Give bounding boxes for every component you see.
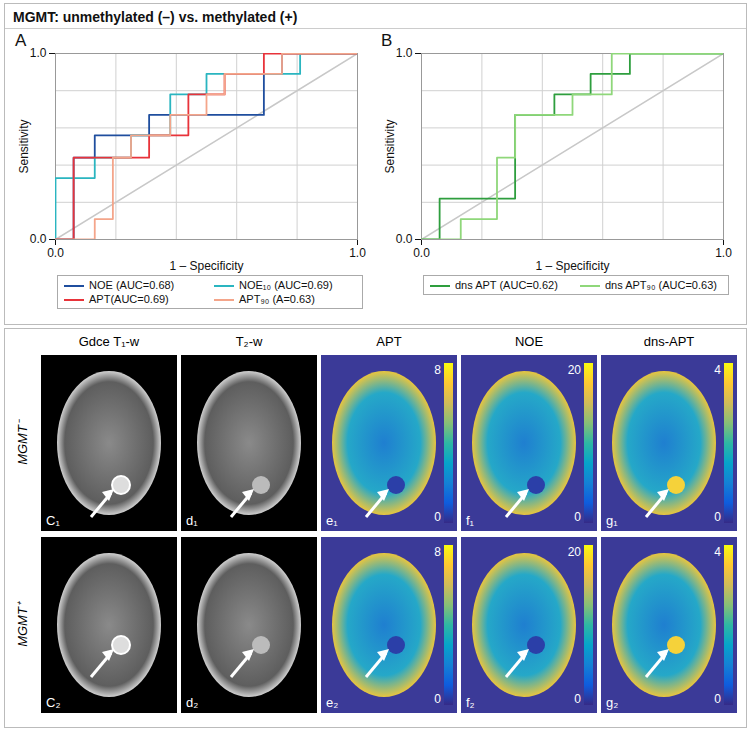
svg-text:1.0: 1.0	[349, 246, 366, 260]
svg-text:1.0: 1.0	[715, 246, 732, 260]
svg-text:g₂: g₂	[606, 695, 618, 710]
svg-text:Sensitivity: Sensitivity	[17, 119, 31, 173]
svg-text:e₁: e₁	[326, 513, 338, 528]
svg-text:Gdce T₁-w: Gdce T₁-w	[79, 334, 140, 349]
svg-text:NOE: NOE	[515, 334, 544, 349]
html-text:A: A	[15, 31, 27, 50]
svg-text:8: 8	[434, 363, 441, 377]
svg-text:MGMT⁻: MGMT⁻	[15, 419, 30, 465]
svg-text:d₂: d₂	[186, 695, 198, 710]
svg-text:e₂: e₂	[326, 695, 338, 710]
html-text:NOE (AUC=0.68): NOE (AUC=0.68)	[89, 279, 175, 291]
svg-text:1 – Specificity: 1 – Specificity	[169, 259, 243, 273]
html-text:APT(AUC=0.69): APT(AUC=0.69)	[89, 293, 169, 305]
svg-text:4: 4	[714, 545, 721, 559]
svg-text:d₁: d₁	[186, 513, 198, 528]
svg-text:0.0: 0.0	[413, 246, 430, 260]
svg-text:0.0: 0.0	[396, 232, 413, 246]
svg-text:T₂-w: T₂-w	[236, 334, 263, 349]
svg-text:1 – Specificity: 1 – Specificity	[535, 259, 609, 273]
svg-text:4: 4	[714, 363, 721, 377]
svg-text:20: 20	[568, 363, 582, 377]
svg-text:0: 0	[574, 510, 581, 524]
svg-text:0: 0	[434, 510, 441, 524]
svg-text:0.0: 0.0	[47, 246, 64, 260]
html-text:dns APT (AUC=0.62): dns APT (AUC=0.62)	[455, 279, 558, 291]
svg-text:8: 8	[434, 545, 441, 559]
svg-text:0: 0	[714, 510, 721, 524]
html-text:B: B	[381, 31, 393, 50]
svg-text:0.0: 0.0	[30, 232, 47, 246]
svg-text:dns-APT: dns-APT	[644, 334, 695, 349]
svg-text:f₂: f₂	[466, 695, 475, 710]
svg-text:20: 20	[568, 545, 582, 559]
html-text:APT₉₀ (A=0.63): APT₉₀ (A=0.63)	[239, 293, 315, 305]
svg-text:g₁: g₁	[606, 513, 618, 528]
svg-text:0: 0	[714, 692, 721, 706]
svg-text:MGMT⁺: MGMT⁺	[15, 601, 30, 647]
svg-text:C₁: C₁	[46, 513, 60, 528]
html-text:MGMT: unmethylated (–) vs. met: MGMT: unmethylated (–) vs. methylated (+…	[13, 9, 298, 25]
svg-text:0: 0	[574, 692, 581, 706]
svg-text:1.0: 1.0	[30, 46, 47, 60]
svg-text:0: 0	[434, 692, 441, 706]
svg-text:Sensitivity: Sensitivity	[383, 119, 397, 173]
svg-text:f₁: f₁	[466, 513, 475, 528]
svg-text:APT: APT	[376, 334, 401, 349]
svg-text:C₂: C₂	[46, 695, 60, 710]
svg-text:1.0: 1.0	[396, 46, 413, 60]
html-text:NOE₁₀ (AUC=0.69): NOE₁₀ (AUC=0.69)	[239, 279, 333, 291]
html-text:dns APT₉₀ (AUC=0.63): dns APT₉₀ (AUC=0.63)	[605, 279, 717, 291]
